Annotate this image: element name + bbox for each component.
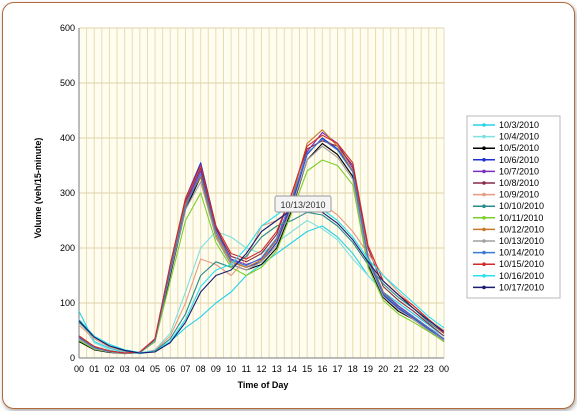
legend-label: 10/10/2010 (499, 201, 544, 211)
legend-marker (482, 239, 486, 243)
x-tick-label: 13 (272, 364, 282, 374)
x-tick-label: 17 (333, 364, 343, 374)
x-tick-label: 23 (424, 364, 434, 374)
x-tick-label: 00 (439, 364, 449, 374)
x-tick-label: 06 (165, 364, 175, 374)
x-tick-labels: 00 01 02 03 04 05 06 07 08 09 10 11 12 13 14 15 16 17 18 19… (74, 364, 449, 374)
x-tick-label: 15 (302, 364, 312, 374)
y-tick-label: 600 (60, 23, 75, 33)
x-tick-label: 16 (317, 364, 327, 374)
legend-label: 10/5/2010 (499, 143, 539, 153)
x-tick-label: 14 (287, 364, 297, 374)
legend-label: 10/3/2010 (499, 120, 539, 130)
x-tick-label: 21 (393, 364, 403, 374)
y-tick-label: 400 (60, 133, 75, 143)
legend-label: 10/7/2010 (499, 166, 539, 176)
legend-marker (482, 285, 486, 290)
y-tick-label: 0 (70, 353, 75, 363)
x-tick-label: 08 (196, 364, 206, 374)
x-tick-label: 18 (348, 364, 358, 374)
x-tick-label: 20 (378, 364, 388, 374)
legend-marker (482, 146, 486, 150)
legend-marker (482, 274, 486, 278)
x-tick-label: 05 (150, 364, 160, 374)
legend-marker (482, 181, 486, 185)
series-line (78, 197, 445, 354)
y-tick-label: 100 (60, 298, 75, 308)
legend-marker (482, 227, 486, 232)
grid (78, 27, 445, 359)
x-tick-label: 22 (409, 364, 419, 374)
legend-label: 10/12/2010 (499, 224, 544, 234)
x-tick-label: 01 (89, 364, 99, 374)
legend-marker (482, 250, 486, 255)
x-tick-label: 10 (226, 364, 236, 374)
axes (78, 28, 444, 359)
legend-marker (482, 216, 486, 220)
legend-label: 10/14/2010 (499, 248, 544, 258)
x-tick-label: 00 (74, 364, 84, 374)
tooltip: 10/13/2010 (274, 195, 332, 213)
legend-label: 10/9/2010 (499, 190, 539, 200)
y-axis-title: Volume (veh/15-minute) (33, 138, 43, 239)
series-line (78, 203, 445, 354)
x-tick-label: 11 (242, 364, 251, 374)
legend-label: 10/8/2010 (499, 178, 539, 188)
line-chart: 0 100 200 300 400 500 600 00 01 02 03 04 05 06 07 08 09… (33, 23, 561, 390)
legend-label: 10/6/2010 (499, 155, 539, 165)
x-tick-label: 09 (211, 364, 221, 374)
x-axis-title: Time of Day (238, 380, 289, 390)
y-tick-label: 300 (60, 188, 75, 198)
tooltip-label: 10/13/2010 (280, 200, 325, 210)
legend-marker (482, 158, 486, 162)
x-tick-label: 19 (363, 364, 373, 374)
legend-label: 10/13/2010 (499, 236, 544, 246)
legend-label: 10/11/2010 (499, 213, 543, 223)
y-tick-label: 500 (60, 78, 75, 88)
x-tick-label: 02 (104, 364, 114, 374)
legend-label: 10/15/2010 (499, 259, 544, 269)
legend-marker (482, 123, 486, 127)
x-tick-label: 07 (180, 364, 190, 374)
legend-label: 10/16/2010 (499, 271, 544, 281)
x-tick-label: 12 (256, 364, 266, 374)
y-tick-labels: 0 100 200 300 400 500 600 (60, 23, 75, 363)
legend-marker (482, 134, 486, 139)
x-tick-label: 04 (135, 364, 145, 374)
legend-marker (482, 262, 486, 267)
legend-marker (482, 192, 486, 197)
x-tick-label: 03 (120, 364, 130, 374)
legend-label: 10/4/2010 (499, 132, 539, 142)
legend-marker (482, 169, 486, 174)
series-lines (78, 129, 445, 355)
legend-label: 10/17/2010 (499, 282, 544, 292)
legend-marker (482, 204, 486, 208)
y-tick-label: 200 (60, 243, 75, 253)
